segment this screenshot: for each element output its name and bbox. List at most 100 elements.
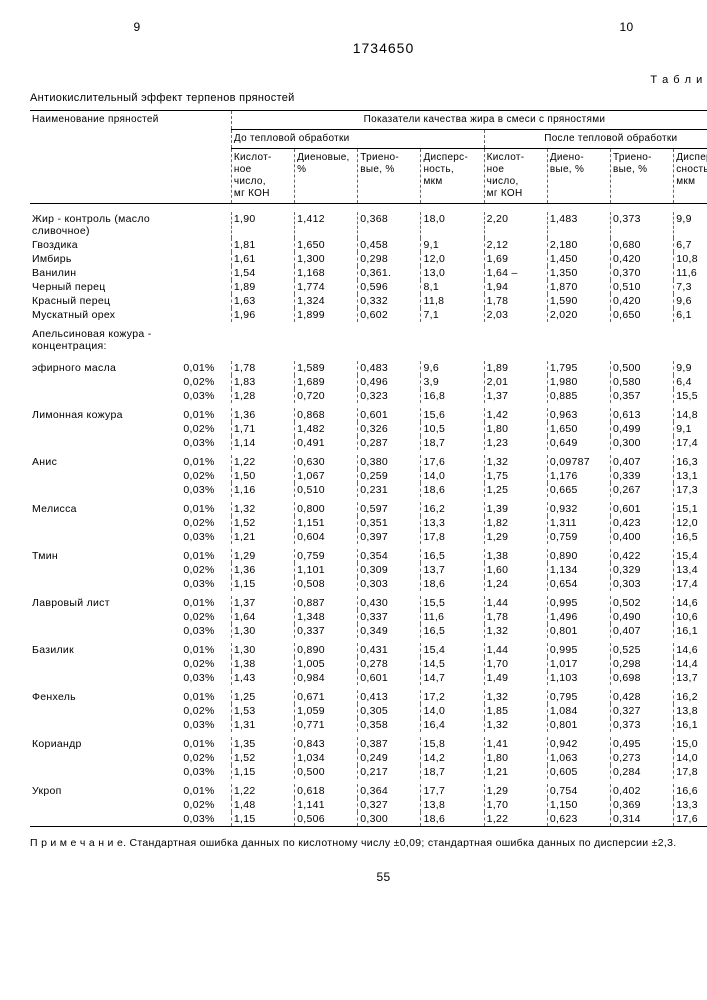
cell: 1,94 bbox=[484, 280, 547, 294]
cell: 0,580 bbox=[611, 375, 674, 389]
cell: 0,09787 bbox=[547, 455, 610, 469]
conc: 0,03% bbox=[181, 530, 231, 544]
cell: 3,9 bbox=[421, 375, 484, 389]
cell: 0,305 bbox=[358, 704, 421, 718]
cell: 1,059 bbox=[295, 704, 358, 718]
cell: 9,9 bbox=[674, 212, 707, 238]
cell: 0,458 bbox=[358, 238, 421, 252]
cell: 14,2 bbox=[421, 751, 484, 765]
hdr-col: Диеновые, % bbox=[295, 149, 358, 204]
cell: 1,412 bbox=[295, 212, 358, 238]
cell: 14,0 bbox=[674, 751, 707, 765]
cell: 1,44 bbox=[484, 596, 547, 610]
cell: 0,671 bbox=[295, 690, 358, 704]
cell: 0,604 bbox=[295, 530, 358, 544]
cell: 2,01 bbox=[484, 375, 547, 389]
cell: 0,287 bbox=[358, 436, 421, 450]
cell: 0,420 bbox=[611, 252, 674, 266]
cell: 0,323 bbox=[358, 389, 421, 403]
cell: 1,25 bbox=[484, 483, 547, 497]
cell: 9,1 bbox=[674, 422, 707, 436]
cell: 1,176 bbox=[547, 469, 610, 483]
cell: 6,7 bbox=[674, 238, 707, 252]
cell: 11,6 bbox=[674, 266, 707, 280]
cell: 16,3 bbox=[674, 455, 707, 469]
conc: 0,01% bbox=[181, 455, 231, 469]
cell: 0,510 bbox=[295, 483, 358, 497]
row-name: Имбирь bbox=[30, 252, 231, 266]
conc: 0,03% bbox=[181, 812, 231, 827]
cell: 17,4 bbox=[674, 436, 707, 450]
cell: 0,428 bbox=[611, 690, 674, 704]
conc: 0,02% bbox=[181, 657, 231, 671]
cell: 17,6 bbox=[421, 455, 484, 469]
group-name: Анис bbox=[30, 455, 181, 469]
page-right: 10 bbox=[620, 20, 634, 34]
cell: 1,29 bbox=[484, 784, 547, 798]
cell: 13,8 bbox=[421, 798, 484, 812]
cell: 0,601 bbox=[358, 671, 421, 685]
cell: 0,329 bbox=[611, 563, 674, 577]
cell: 0,795 bbox=[547, 690, 610, 704]
cell: 1,483 bbox=[547, 212, 610, 238]
cell: 1,29 bbox=[484, 530, 547, 544]
cell: 1,64 – bbox=[484, 266, 547, 280]
cell: 1,80 bbox=[484, 751, 547, 765]
cell: 17,3 bbox=[674, 483, 707, 497]
cell: 11,6 bbox=[421, 610, 484, 624]
cell: 1,32 bbox=[484, 455, 547, 469]
cell: 0,420 bbox=[611, 294, 674, 308]
cell: 1,24 bbox=[484, 577, 547, 591]
cell: 2,180 bbox=[547, 238, 610, 252]
cell: 1,38 bbox=[484, 549, 547, 563]
cell: 15,8 bbox=[421, 737, 484, 751]
cell: 15,1 bbox=[674, 502, 707, 516]
group-name: Фенхель bbox=[30, 690, 181, 704]
cell: 14,4 bbox=[674, 657, 707, 671]
cell: 1,450 bbox=[547, 252, 610, 266]
cell: 10,5 bbox=[421, 422, 484, 436]
cell: 0,843 bbox=[295, 737, 358, 751]
cell: 1,103 bbox=[547, 671, 610, 685]
cell: 0,364 bbox=[358, 784, 421, 798]
cell: 0,259 bbox=[358, 469, 421, 483]
cell: 1,37 bbox=[231, 596, 294, 610]
conc: 0,01% bbox=[181, 784, 231, 798]
cell: 0,801 bbox=[547, 718, 610, 732]
cell: 0,525 bbox=[611, 643, 674, 657]
cell: 1,83 bbox=[231, 375, 294, 389]
cell: 1,084 bbox=[547, 704, 610, 718]
cell: 1,52 bbox=[231, 751, 294, 765]
cell: 16,4 bbox=[421, 718, 484, 732]
cell: 12,0 bbox=[421, 252, 484, 266]
cell: 0,273 bbox=[611, 751, 674, 765]
cell: 17,8 bbox=[421, 530, 484, 544]
cell: 13,8 bbox=[674, 704, 707, 718]
cell: 1,017 bbox=[547, 657, 610, 671]
cell: 0,801 bbox=[547, 624, 610, 638]
cell: 0,357 bbox=[611, 389, 674, 403]
cell: 0,613 bbox=[611, 408, 674, 422]
cell: 1,78 bbox=[231, 361, 294, 375]
cell: 0,601 bbox=[611, 502, 674, 516]
conc: 0,01% bbox=[181, 408, 231, 422]
cell: 0,596 bbox=[358, 280, 421, 294]
cell: 1,38 bbox=[231, 657, 294, 671]
cell: 0,868 bbox=[295, 408, 358, 422]
cell: 1,32 bbox=[484, 718, 547, 732]
cell: 1,35 bbox=[231, 737, 294, 751]
cell: 0,491 bbox=[295, 436, 358, 450]
cell: 0,500 bbox=[611, 361, 674, 375]
page-numbers: 9 10 bbox=[134, 20, 634, 34]
group-name: Тмин bbox=[30, 549, 181, 563]
cell: 0,618 bbox=[295, 784, 358, 798]
cell: 1,41 bbox=[484, 737, 547, 751]
cell: 0,354 bbox=[358, 549, 421, 563]
cell: 2,12 bbox=[484, 238, 547, 252]
cell: 18,7 bbox=[421, 436, 484, 450]
cell: 0,400 bbox=[611, 530, 674, 544]
cell: 0,759 bbox=[547, 530, 610, 544]
cell: 1,300 bbox=[295, 252, 358, 266]
cell: 0,800 bbox=[295, 502, 358, 516]
note: П р и м е ч а н и е. Стандартная ошибка … bbox=[30, 836, 707, 850]
